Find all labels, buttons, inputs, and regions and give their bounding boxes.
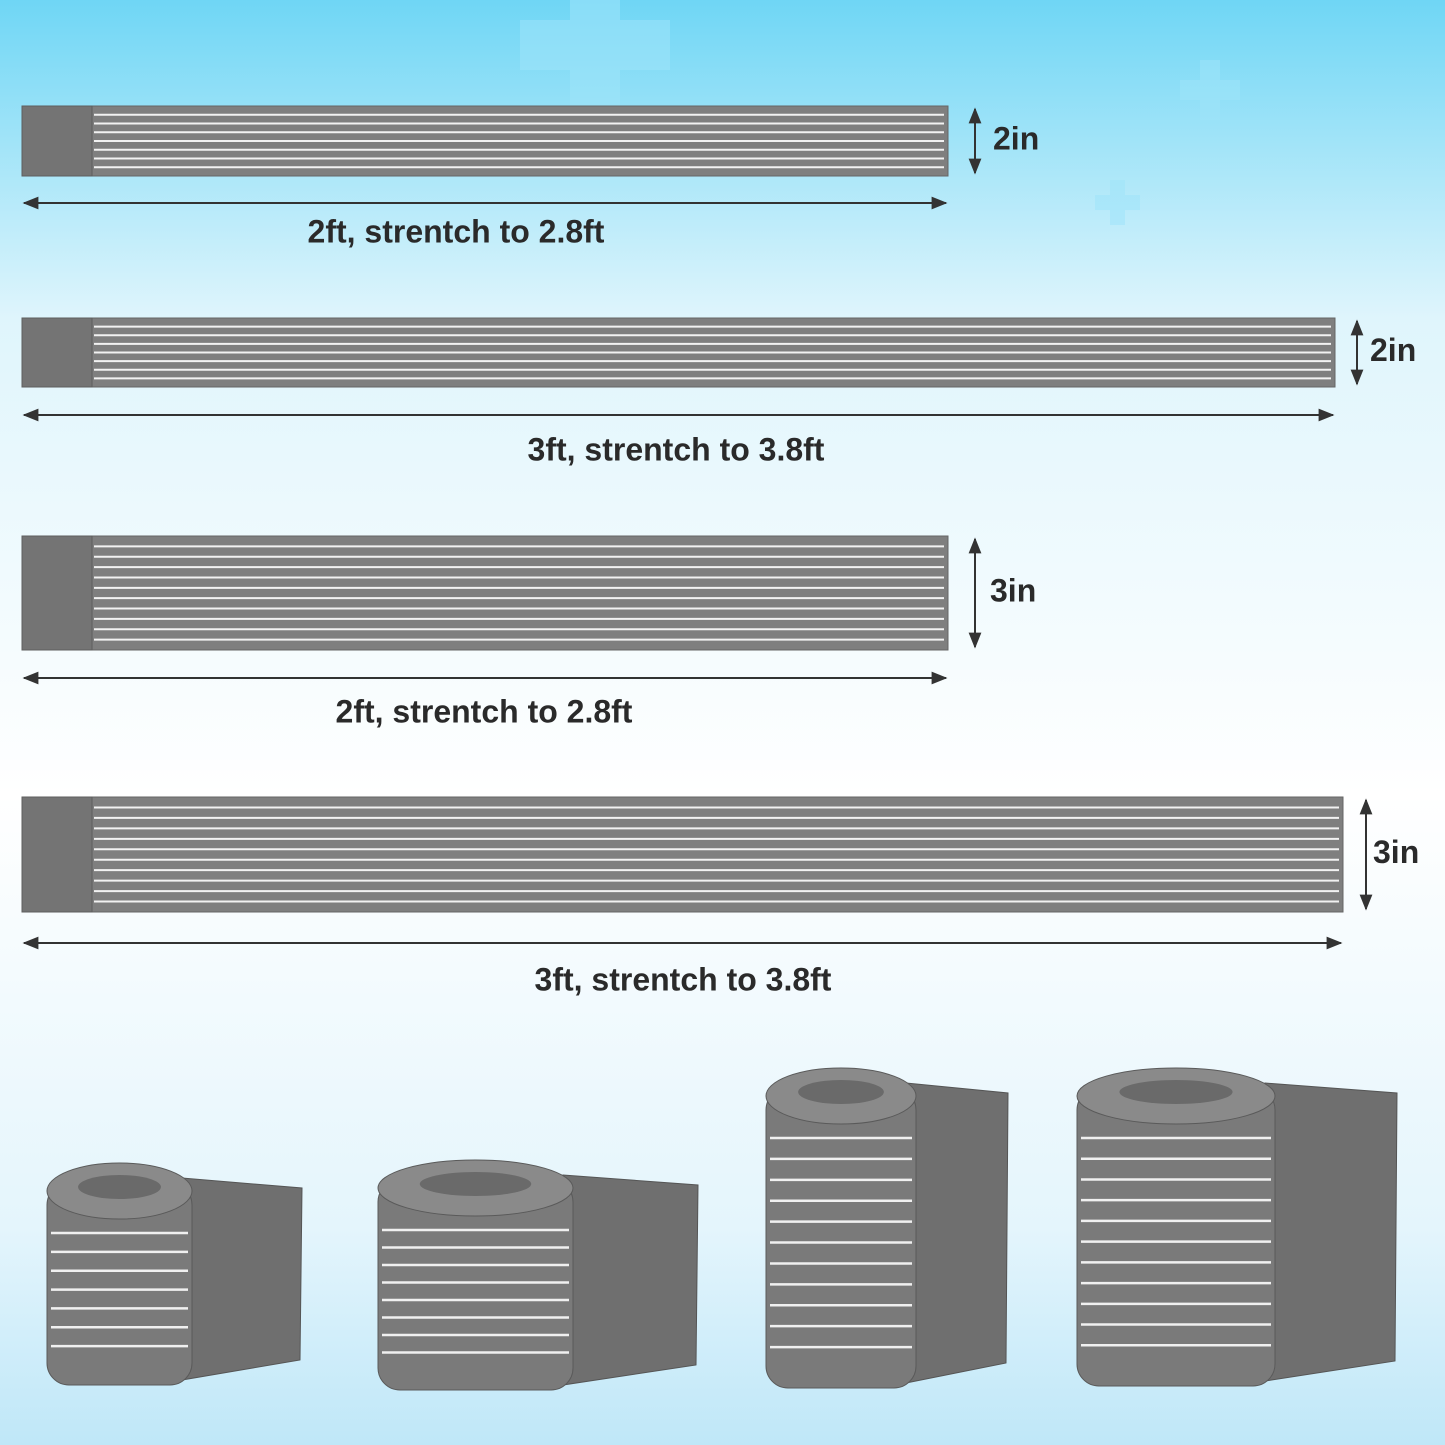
strap-body — [21, 535, 949, 651]
roll-body — [1076, 1087, 1276, 1387]
width-label: 3in — [1373, 834, 1419, 870]
roll-core — [798, 1080, 884, 1104]
decor-crosses — [520, 0, 1240, 225]
roll-tab — [562, 1174, 699, 1386]
length-label: 2ft, strentch to 2.8ft — [308, 213, 605, 249]
roll-core — [1119, 1080, 1233, 1104]
length-label: 3ft, strentch to 3.8ft — [535, 961, 832, 997]
strap — [21, 796, 1344, 913]
strap-body — [21, 796, 1344, 913]
length-label: 2ft, strentch to 2.8ft — [336, 693, 633, 729]
width-label: 3in — [990, 572, 1036, 608]
roll-core — [419, 1172, 532, 1196]
strap — [21, 317, 1336, 388]
velcro-tab — [21, 796, 93, 913]
roll-tab — [905, 1082, 1009, 1384]
strap — [21, 105, 949, 177]
roll-tab — [1264, 1082, 1398, 1382]
rolled-strap — [377, 1159, 699, 1391]
rolled-strap — [765, 1067, 1009, 1389]
roll-body — [765, 1087, 917, 1389]
roll-core — [78, 1175, 161, 1199]
roll-tab — [181, 1177, 303, 1381]
velcro-tab — [21, 105, 93, 177]
rolled-strap — [46, 1162, 303, 1386]
velcro-tab — [21, 535, 93, 651]
rolled-strap — [1076, 1067, 1398, 1387]
length-label: 3ft, strentch to 3.8ft — [528, 431, 825, 467]
straps-layer: 2in 2ft, strentch to 2.8ft 2in 3ft, strentc… — [21, 105, 1419, 1391]
velcro-tab — [21, 317, 93, 388]
width-label: 2in — [993, 120, 1039, 156]
strap — [21, 535, 949, 651]
width-label: 2in — [1370, 332, 1416, 368]
